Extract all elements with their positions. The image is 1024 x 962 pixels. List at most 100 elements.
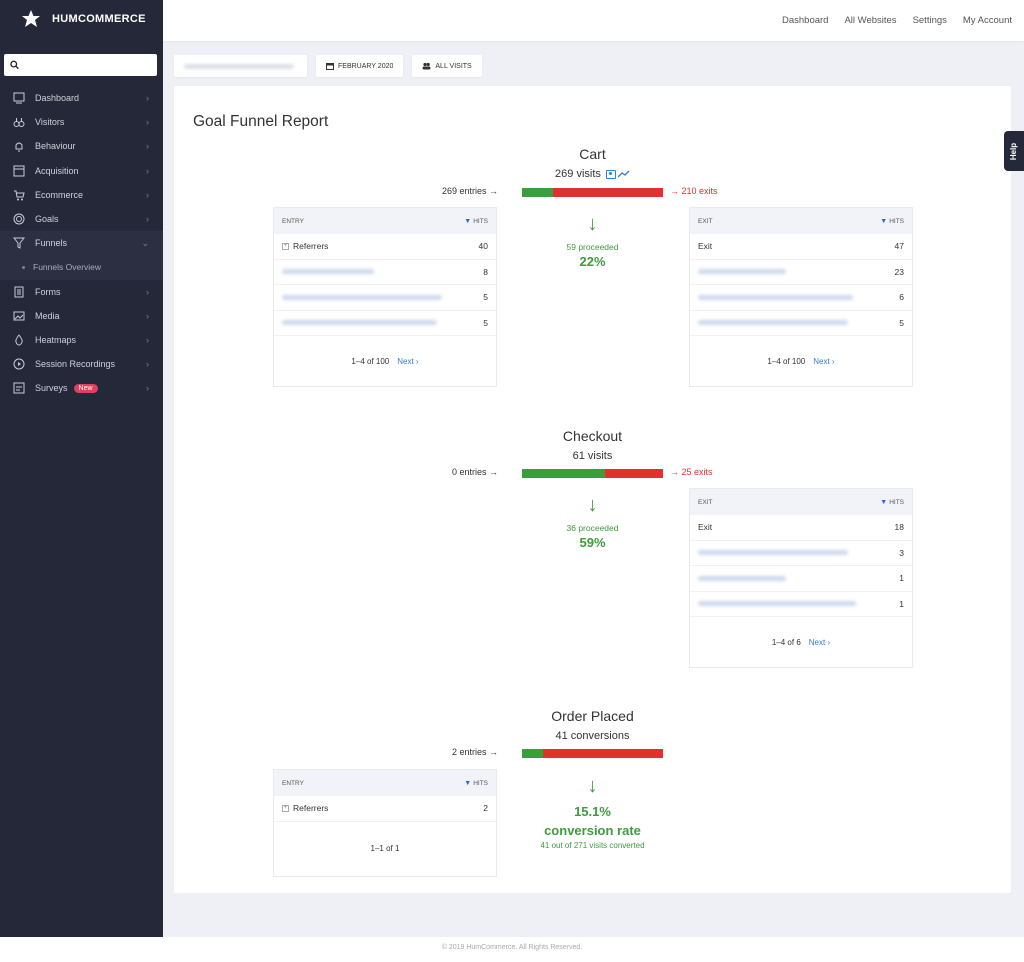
funnel-bar-order [522,749,663,758]
segment-selector[interactable]: ALL VISITS [412,55,482,77]
proceeded-bar [522,469,606,478]
sort-desc-icon: ▼ [464,217,472,225]
conversion-summary: 41 out of 271 visits converted [540,841,645,850]
topnav-all-websites-link[interactable]: All Websites [844,15,897,26]
blurred-row-label [698,294,853,300]
row-hits: 40 [478,241,488,252]
table-row[interactable]: 5 [274,311,496,336]
sort-desc-icon: ▼ [464,779,472,787]
sidebar-item-funnels-overview[interactable]: Funnels Overview [0,255,163,280]
table-row[interactable]: 5 [690,311,912,336]
topnav-dashboard-link[interactable]: Dashboard [781,15,829,26]
dashboard-icon [12,91,26,105]
visitor-log-icon[interactable] [605,169,616,179]
trend-icon[interactable] [617,170,630,178]
sidebar-item-visitors[interactable]: Visitors › [0,110,163,134]
brand[interactable]: HUMCOMMERCE [0,0,186,38]
blurred-row-label [698,550,848,556]
sidebar-item-label: Visitors [35,117,65,128]
sidebar-item-label: Funnels [35,238,68,249]
table-row[interactable]: 6 [690,285,912,311]
chevron-right-icon: › [146,165,149,176]
proceeded-percent-cart: 22% [579,254,606,269]
table-row[interactable]: 23 [690,260,912,285]
sidebar-item-surveys[interactable]: Surveys New › [0,376,163,400]
search-input[interactable] [19,59,157,71]
sidebar-item-label: Behaviour [35,141,76,152]
chevron-right-icon: › [146,189,149,200]
table-row[interactable]: Exit 18 [690,515,912,541]
step-title-order-placed: Order Placed [551,708,634,724]
table-row[interactable]: 5 [274,285,496,311]
sidebar-item-funnels[interactable]: Funnels ⌄ [0,231,163,256]
expand-icon[interactable]: + [282,804,289,812]
window-icon [12,164,26,178]
row-hits: 3 [899,547,904,558]
search-icon [10,60,19,70]
pagination: 1–4 of 100 Next › [274,336,496,386]
next-page-link[interactable]: Next › [397,356,419,366]
step-title-checkout: Checkout [562,428,623,444]
sidebar-item-dashboard[interactable]: Dashboard › [0,86,163,110]
sidebar-item-label: Dashboard [35,93,80,104]
topnav-my-account-link[interactable]: My Account [962,15,1012,26]
table-row[interactable]: Exit 47 [690,234,912,260]
table-row[interactable]: 1 [690,592,912,617]
row-hits: 6 [899,292,904,303]
sidebar-item-heatmaps[interactable]: Heatmaps › [0,328,163,352]
search-box[interactable] [4,54,157,76]
blurred-row-label [698,320,848,326]
blurred-website-name [184,63,294,69]
sidebar-item-ecommerce[interactable]: Ecommerce › [0,183,163,207]
column-header-hits[interactable]: ▼ HITS [880,498,904,506]
arrow-down-icon: ↓ [587,494,598,516]
next-page-link[interactable]: Next › [813,356,835,366]
proceeded-percent-checkout: 59% [579,535,606,550]
table-row[interactable]: 8 [274,260,496,285]
binoculars-icon [12,115,26,129]
drop-icon [12,333,26,347]
next-page-link[interactable]: Next › [808,637,831,647]
sidebar-item-label: Session Recordings [35,359,116,370]
media-icon [12,309,26,323]
logo-icon [20,8,42,30]
table-row[interactable]: 3 [690,541,912,566]
chevron-right-icon: › [146,141,149,152]
sidebar-item-session-recordings[interactable]: Session Recordings › [0,352,163,376]
sidebar-item-forms[interactable]: Forms › [0,280,163,304]
column-header-hits[interactable]: ▼ HITS [880,217,904,225]
cart-icon [12,188,26,202]
sidebar-item-acquisition[interactable]: Acquisition › [0,159,163,183]
help-tab[interactable]: Help [1004,131,1024,171]
table-header: ENTRY ▼ HITS [274,770,496,796]
footer: © 2019 HumCommerce. All Rights Reserved. [0,937,1024,962]
proceeded-count-checkout: 36 proceeded [566,523,619,533]
table-row[interactable]: + Referrers 2 [274,796,496,822]
exit-bar [553,188,663,197]
sidebar-item-behaviour[interactable]: Behaviour › [0,134,163,158]
sidebar-item-media[interactable]: Media › [0,304,163,328]
chevron-right-icon: › [146,334,149,345]
proceeded-count-cart: 59 proceeded [566,242,619,252]
column-header-hits[interactable]: ▼ HITS [464,217,488,225]
table-row[interactable]: + Referrers 40 [274,234,496,260]
sidebar-item-label: Ecommerce [35,189,84,200]
survey-icon [12,381,26,395]
table-row[interactable]: 1 [690,566,912,592]
row-hits: 1 [899,598,904,609]
new-badge: New [73,383,98,393]
chevron-right-icon: › [146,383,149,394]
column-header-exit: EXIT [698,217,713,225]
period-selector[interactable]: FEBRUARY 2020 [316,55,404,77]
exits-count-checkout: → 25 exits [670,467,713,477]
row-label: Exit [698,522,713,533]
topnav-settings-link[interactable]: Settings [912,15,947,26]
sidebar-item-label: Funnels Overview [33,262,102,273]
expand-icon[interactable]: + [282,242,289,250]
column-header-hits[interactable]: ▼ HITS [464,779,488,787]
pagination-range: 1–1 of 1 [370,844,400,853]
website-selector[interactable] [174,55,307,77]
pagination: 1–4 of 6 Next › [690,617,912,667]
sidebar-item-goals[interactable]: Goals › [0,207,163,231]
pagination-range: 1–4 of 6 [771,637,801,647]
